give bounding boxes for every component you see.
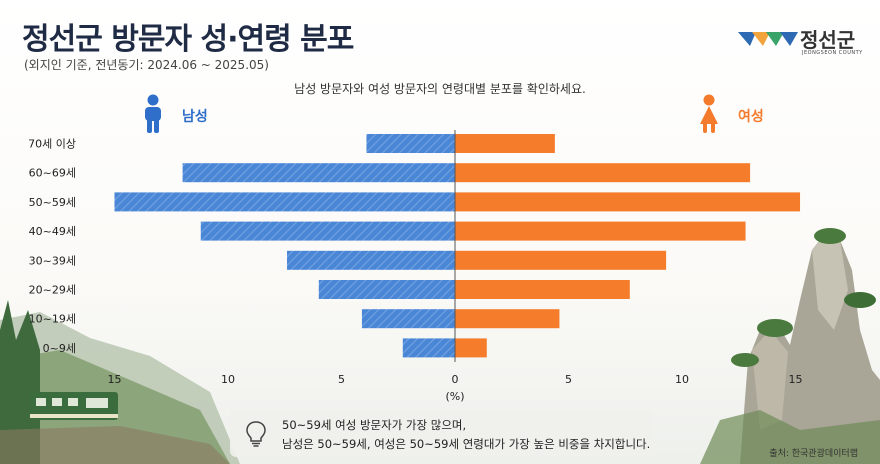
bar-male-2: [114, 192, 455, 212]
category-label: 0~9세: [43, 342, 76, 355]
category-label: 10~19세: [29, 313, 76, 326]
bar-female-3: [455, 221, 746, 241]
logo-subtitle: JEONGSEON COUNTY: [802, 50, 863, 56]
insight-box: 50~59세 여성 방문자가 가장 많으며, 남성은 50~59세, 여성은 5…: [230, 409, 652, 457]
bar-female-4: [455, 250, 667, 270]
category-label: 50~59세: [29, 196, 76, 209]
bar-male-0: [366, 134, 455, 153]
x-tick-label: 0: [452, 373, 459, 386]
jeongseon-logo-icon: [738, 32, 798, 46]
legend-female: 여성: [738, 109, 764, 125]
bar-female-6: [455, 309, 560, 329]
x-axis-label: (%): [445, 390, 464, 403]
bar-female-5: [455, 280, 630, 299]
category-label: 40~49세: [29, 225, 76, 238]
category-label: 20~29세: [29, 284, 76, 297]
logo-name: 정선군: [800, 28, 856, 52]
x-tick-label: 10: [221, 373, 235, 386]
insight-line-2: 남성은 50~59세, 여성은 50~59세 연령대가 가장 높은 비중을 차지…: [282, 437, 651, 451]
category-label: 70세 이상: [28, 138, 76, 151]
bar-male-3: [200, 221, 455, 241]
bar-male-5: [318, 280, 455, 299]
bar-male-1: [182, 163, 455, 183]
bar-female-1: [455, 163, 751, 183]
male-person-icon: [145, 94, 161, 133]
x-tick-label: 10: [675, 373, 689, 386]
bar-male-7: [402, 338, 455, 358]
x-tick-label: 5: [338, 373, 345, 386]
source-credit: 출처: 한국관광데이터랩: [769, 449, 858, 459]
bar-female-2: [455, 192, 801, 212]
lightbulb-icon: [246, 421, 266, 447]
chart-description: 남성 방문자와 여성 방문자의 연령대별 분포를 확인하세요.: [294, 82, 586, 96]
page-subtitle: (외지인 기준, 전년동기: 2024.06 ~ 2025.05): [24, 58, 269, 72]
bar-female-0: [455, 134, 555, 153]
female-person-icon: [700, 94, 718, 133]
x-tick-label: 5: [565, 373, 572, 386]
bar-male-6: [361, 309, 455, 329]
page-title: 정선군 방문자 성·연령 분포: [22, 22, 354, 57]
bar-female-7: [455, 338, 487, 358]
x-tick-label: 15: [108, 373, 122, 386]
x-tick-label: 15: [789, 373, 803, 386]
insight-line-1: 50~59세 여성 방문자가 가장 많으며,: [282, 418, 467, 432]
category-label: 30~39세: [29, 254, 76, 267]
bar-male-4: [287, 250, 455, 270]
category-label: 60~69세: [29, 167, 76, 180]
legend-male: 남성: [182, 109, 208, 125]
